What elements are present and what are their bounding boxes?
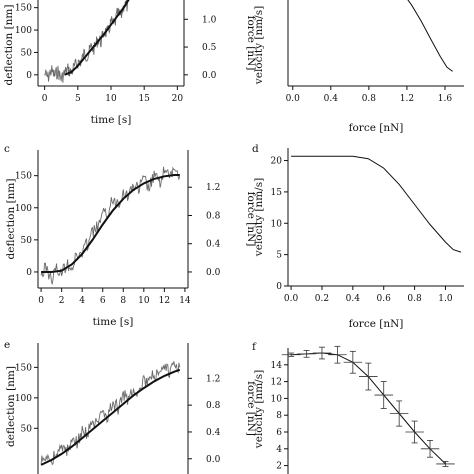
y2-tick-label: 0.0 bbox=[206, 455, 221, 465]
chart-panel-b: 0.0 0.4 0.8 1.2 1.6 force [nN] velocity [nm/s] bbox=[253, 0, 464, 134]
x-tick-label: 0 bbox=[42, 94, 48, 104]
x-tick-label: 5 bbox=[75, 94, 81, 104]
velocity-curve-line bbox=[291, 155, 462, 253]
y-tick-label: 0 bbox=[276, 282, 282, 292]
x-tick-label: 4 bbox=[79, 296, 85, 306]
y-tick-label: 0 bbox=[26, 71, 32, 81]
fit-curve-line bbox=[64, 0, 130, 76]
x-axis-label: time [s] bbox=[91, 114, 132, 126]
y-tick-label: 150 bbox=[15, 363, 32, 373]
y2-tick-label: 0.8 bbox=[206, 401, 221, 411]
y-tick-label: 0 bbox=[26, 268, 32, 278]
y-tick-label: 12 bbox=[271, 378, 282, 388]
y-axis-label: velocity [nm/s] bbox=[253, 178, 265, 257]
velocity-curve-line bbox=[407, 0, 453, 72]
y2-axis-label: force [nN] bbox=[245, 192, 257, 247]
fit-curve-line bbox=[40, 368, 181, 466]
y-tick-label: 50 bbox=[21, 236, 33, 246]
x-tick-label: 1.2 bbox=[400, 94, 414, 104]
y2-axis-label: force [nN] bbox=[245, 16, 257, 71]
x-tick-label: 0.4 bbox=[324, 94, 339, 104]
y2-tick-label: 1.2 bbox=[206, 183, 220, 193]
y-tick-label: 2 bbox=[276, 462, 282, 472]
x-axis-label: force [nN] bbox=[349, 122, 404, 134]
y-tick-label: 150 bbox=[15, 4, 32, 14]
y-axis-label: deflection [nm] bbox=[3, 5, 15, 86]
y-axis-label: deflection [nm] bbox=[5, 366, 17, 447]
panel-letter: d bbox=[252, 143, 259, 155]
y2-tick-label: 0.0 bbox=[206, 268, 221, 278]
x-axis-label: time [s] bbox=[93, 316, 134, 328]
y-axis-label: deflection [nm] bbox=[5, 179, 17, 260]
y2-axis-label: force [nN] bbox=[245, 381, 257, 436]
y-tick-label: 14 bbox=[271, 361, 283, 371]
x-tick-label: 0.4 bbox=[346, 294, 361, 304]
x-tick-label: 0.8 bbox=[362, 94, 377, 104]
y-tick-label: 100 bbox=[15, 26, 32, 36]
x-tick-label: 0.0 bbox=[284, 294, 299, 304]
chart-panel-f: f 2 4 6 8 10 12 14 velocity [nm/s] bbox=[252, 341, 455, 474]
y-axis-label: velocity [nm/s] bbox=[253, 370, 265, 449]
y2-tick-label: 0.5 bbox=[202, 43, 217, 53]
y2-tick-label: 0.4 bbox=[206, 428, 221, 438]
y-tick-label: 100 bbox=[15, 394, 32, 404]
chart-panel-d: d 0.0 0.2 0.4 0.6 0.8 1.0 0 5 10 15 20 force [nN] vel… bbox=[252, 143, 464, 330]
y-tick-label: 50 bbox=[21, 48, 33, 58]
y-tick-label: 5 bbox=[276, 251, 282, 261]
x-tick-label: 1.6 bbox=[438, 94, 453, 104]
y-tick-label: 4 bbox=[276, 445, 282, 455]
y-tick-label: 100 bbox=[15, 204, 32, 214]
x-tick-label: 0.8 bbox=[407, 294, 422, 304]
chart-panel-a: 0 5 10 15 20 0 50 100 150 0.0 0.5 1.0 force [nN] time… bbox=[3, 0, 257, 126]
y-tick-label: 20 bbox=[271, 157, 283, 167]
y2-tick-label: 0.0 bbox=[202, 71, 217, 81]
x-tick-label: 1.0 bbox=[438, 294, 453, 304]
y-tick-label: 150 bbox=[15, 172, 32, 182]
x-tick-label: 20 bbox=[172, 94, 184, 104]
chart-panel-c: c 0 2 4 6 8 10 12 14 0 50 100 150 0.0 0.4 0.8 1.2 force [… bbox=[4, 143, 257, 328]
y-tick-label: 8 bbox=[276, 411, 282, 421]
raw-deflection-line bbox=[40, 166, 181, 285]
x-tick-label: 0.0 bbox=[286, 94, 301, 104]
x-tick-label: 6 bbox=[100, 296, 106, 306]
y-tick-label: 15 bbox=[271, 188, 283, 198]
y-tick-label: 10 bbox=[271, 219, 283, 229]
y-tick-label: 50 bbox=[21, 424, 33, 434]
y2-tick-label: 1.2 bbox=[206, 374, 220, 384]
chart-panel-e: e 50 100 150 0.0 0.4 0.8 1.2 force [nN] deflectio… bbox=[4, 339, 257, 474]
x-tick-label: 10 bbox=[138, 296, 150, 306]
x-axis-label: force [nN] bbox=[349, 318, 404, 330]
y-axis-label: velocity [nm/s] bbox=[253, 6, 265, 85]
x-tick-label: 10 bbox=[105, 94, 117, 104]
x-tick-label: 0 bbox=[38, 296, 44, 306]
y-tick-label: 10 bbox=[271, 394, 283, 404]
y-tick-label: 6 bbox=[276, 428, 282, 438]
panel-letter: c bbox=[4, 143, 10, 155]
x-tick-label: 8 bbox=[120, 296, 126, 306]
panel-letter: e bbox=[4, 339, 10, 351]
y2-tick-label: 1.0 bbox=[202, 15, 217, 25]
y2-tick-label: 0.8 bbox=[206, 211, 221, 221]
x-tick-label: 12 bbox=[159, 296, 170, 306]
x-tick-label: 0.2 bbox=[315, 294, 329, 304]
y2-tick-label: 0.4 bbox=[206, 240, 221, 250]
fit-curve-line bbox=[41, 174, 180, 273]
x-tick-label: 0.6 bbox=[377, 294, 392, 304]
x-tick-label: 15 bbox=[138, 94, 150, 104]
raw-deflection-line bbox=[44, 0, 129, 83]
raw-deflection-line bbox=[40, 361, 181, 466]
panel-letter: f bbox=[252, 341, 257, 353]
x-tick-label: 2 bbox=[59, 296, 65, 306]
x-tick-label: 14 bbox=[179, 296, 191, 306]
